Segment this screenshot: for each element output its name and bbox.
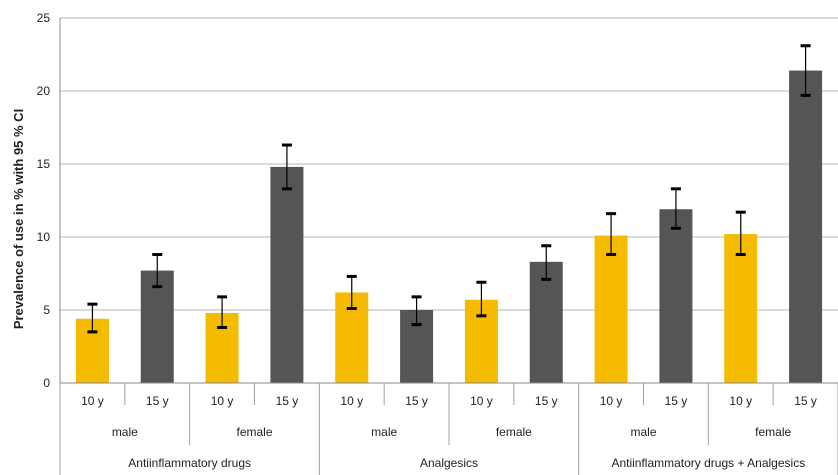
x-group-label-antiinflammatory-drugs: Antiinflammatory drugs (128, 456, 251, 470)
x-age-label-4: 10 y (340, 394, 363, 408)
x-group-label-analgesics: Analgesics (420, 456, 478, 470)
x-sex-label-2: male (371, 425, 397, 439)
x-sex-label-4: male (630, 425, 656, 439)
x-age-label-8: 10 y (600, 394, 623, 408)
x-sex-label-0: male (112, 425, 138, 439)
x-age-label-3: 15 y (276, 394, 299, 408)
bar-antiinflammatory-drugs-male-15-y (140, 270, 174, 383)
bar-antiinflammatory-drugs-analgesics-male-10-y (594, 235, 628, 383)
x-age-label-10: 10 y (729, 394, 752, 408)
x-age-label-7: 15 y (535, 394, 558, 408)
y-axis-label: Prevalence of use in % with 95 % CI (11, 109, 26, 329)
y-axis-ticks: 0 5 10 15 20 25 (37, 11, 51, 390)
x-age-label-11: 15 y (794, 394, 817, 408)
y-tick-label-5: 5 (43, 303, 50, 317)
x-age-label-0: 10 y (81, 394, 104, 408)
error-bars (87, 44, 811, 334)
y-tick-label-25: 25 (37, 11, 51, 25)
bar-antiinflammatory-drugs-analgesics-female-10-y (724, 234, 758, 383)
x-sex-label-5: female (755, 425, 791, 439)
y-tick-label-20: 20 (37, 84, 51, 98)
bar-analgesics-female-15-y (529, 261, 563, 383)
bar-antiinflammatory-drugs-analgesics-male-15-y (659, 209, 693, 383)
x-age-label-5: 15 y (405, 394, 428, 408)
x-axis-category-table: 10 y 15 y 10 y 15 y 10 y 15 y 10 y 15 y 10 y 15 y… (59, 382, 838, 475)
x-sex-label-1: female (236, 425, 272, 439)
gridlines (59, 17, 838, 384)
y-tick-label-0: 0 (43, 376, 50, 390)
y-tick-label-10: 10 (37, 230, 51, 244)
x-group-label-antiinflammatory-drugs-analgesics: Antiinflammatory drugs + Analgesics (611, 456, 805, 470)
y-tick-label-15: 15 (37, 157, 51, 171)
x-age-label-6: 10 y (470, 394, 493, 408)
bar-antiinflammatory-drugs-female-15-y (270, 166, 304, 383)
x-sex-label-3: female (496, 425, 532, 439)
x-age-label-9: 15 y (665, 394, 688, 408)
bar-antiinflammatory-drugs-analgesics-female-15-y (789, 70, 823, 383)
bars (75, 70, 823, 383)
x-age-label-2: 10 y (211, 394, 234, 408)
x-age-label-1: 15 y (146, 394, 169, 408)
